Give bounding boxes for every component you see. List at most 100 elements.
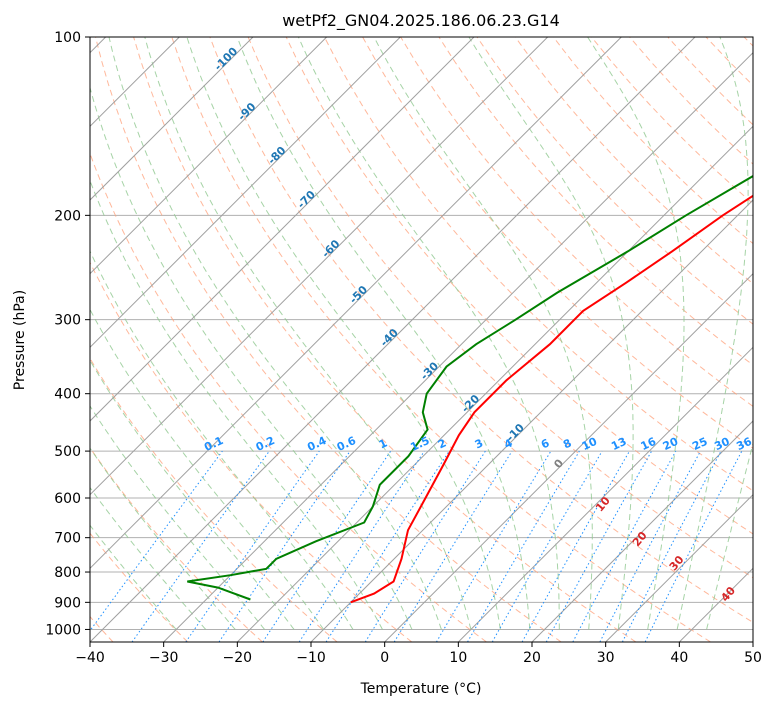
isotherm-label: -40 [378,326,401,349]
plot-area: -100-90-80-70-60-50-40-30-20-100.1 0.2 0.4… [90,37,754,642]
moist-adiabat-line [236,37,531,630]
y-tick-label: 500 [54,444,81,460]
y-tick-label: 800 [54,565,81,581]
mixing-ratio-label: 3 [473,436,485,451]
isotherm-line [752,641,753,642]
x-tick-label: −20 [223,650,253,666]
isotherm-line [90,37,401,349]
isotherm-line [605,493,753,642]
moist-adiabats [90,37,753,630]
dry-adiabat-line [90,152,487,642]
y-axis-label: Pressure (hPa) [12,290,28,390]
isotherm-line [163,51,753,642]
x-tick-label: −40 [75,650,105,666]
mixing-ratio-line [545,450,653,642]
chart-title: wetPf2_GN04.2025.186.06.23.G14 [282,11,560,31]
mixing-ratio-line [644,450,743,642]
mixing-ratio-label: 25 [690,435,709,453]
dry-adiabat-line [209,37,753,623]
dry-adiabat-line [90,446,263,642]
pressure-gridlines [90,37,753,630]
mixing-ratio-line [298,450,425,642]
x-tick-label: −30 [149,650,179,666]
dry-adiabat-label: 20 [630,529,650,549]
dry-adiabat-line [90,261,413,642]
mixing-ratio-lines [90,450,743,642]
x-axis-label: Temperature (°C) [360,681,482,697]
y-tick-label: 600 [54,491,81,507]
mixing-ratio-label: 36 [734,435,754,453]
y-tick-label: 300 [54,313,81,329]
isotherm-line [90,37,254,201]
moist-adiabat-line [373,37,593,630]
moist-adiabat-line [587,37,685,630]
dry-adiabat-line [705,37,753,87]
mixing-ratio-line [572,450,677,642]
dry-adiabat-line [247,37,753,579]
isotherm-label: -60 [319,237,342,260]
mixing-ratio-label: 8 [561,436,573,451]
sounding-profiles [187,174,753,604]
isotherm-line [90,37,622,570]
mixing-ratio-line [599,450,701,642]
dry-adiabat-line [743,37,753,47]
mixing-ratio-label: 1 [377,436,389,451]
moist-adiabat-line [144,37,472,630]
dry-adiabat-line [323,37,753,492]
moist-adiabat-line [90,250,354,630]
isotherm-line [310,199,753,642]
x-tick-label: 20 [523,650,541,666]
isotherm-line [678,567,753,642]
moist-adiabat-line [90,524,177,630]
isotherm-label: -100 [212,44,241,73]
mixing-ratio-label: 6 [539,436,552,451]
isotherm-line [90,37,549,496]
mixing-ratio-label: 10 [580,435,600,453]
mixing-ratio-line [262,450,392,642]
mixing-ratio-label: 30 [712,435,732,453]
mixing-ratio-line [521,450,630,642]
dry-adiabat-line [438,37,753,366]
y-tick-label: 400 [54,387,81,403]
y-tick-label: 100 [54,30,81,46]
dry-adiabat-label: 0 [551,456,566,470]
isotherm-line [90,37,696,642]
dry-adiabat-label: 10 [593,494,613,514]
isotherm-label: -70 [295,188,318,211]
mixing-ratio-line [467,450,580,642]
moist-adiabat-line [468,37,634,630]
mixing-ratio-line [325,450,450,642]
dry-adiabat-line [285,37,753,535]
mixing-ratio-line [90,450,223,632]
dry-adiabat-line [591,37,753,205]
temperature-profile [350,194,753,604]
moist-adiabat-line [706,441,753,630]
moist-adiabat-line [676,37,749,630]
isotherm-line [90,37,328,275]
mixing-ratio-label: 20 [661,435,681,453]
isotherm-line [236,125,753,642]
x-tick-label: 30 [597,650,615,666]
moist-adiabat-line [90,447,236,630]
isotherm-line [457,346,753,642]
dry-adiabat-line [90,357,338,642]
mixing-ratio-label: 13 [609,435,628,453]
dry-adiabat-label: 30 [667,553,687,573]
y-tick-label: 700 [54,531,81,547]
moist-adiabat-line [90,486,207,630]
x-tick-label: 10 [449,650,467,666]
isotherm-line [384,272,753,642]
isotherms [90,37,753,642]
moist-adiabat-line [186,37,501,630]
isotherm-line [90,37,475,422]
y-tick-label: 900 [54,595,81,611]
x-tick-label: 0 [380,650,389,666]
moist-adiabat-line [297,37,560,630]
y-axis: 100 200 300 400 500 600 700 800 900 1000 [45,30,90,638]
isotherm-label: -20 [459,392,482,415]
plot-frame [89,36,754,643]
mixing-ratio-line [131,450,270,642]
moist-adiabat-line [90,308,324,630]
mixing-ratio-line [435,450,552,642]
